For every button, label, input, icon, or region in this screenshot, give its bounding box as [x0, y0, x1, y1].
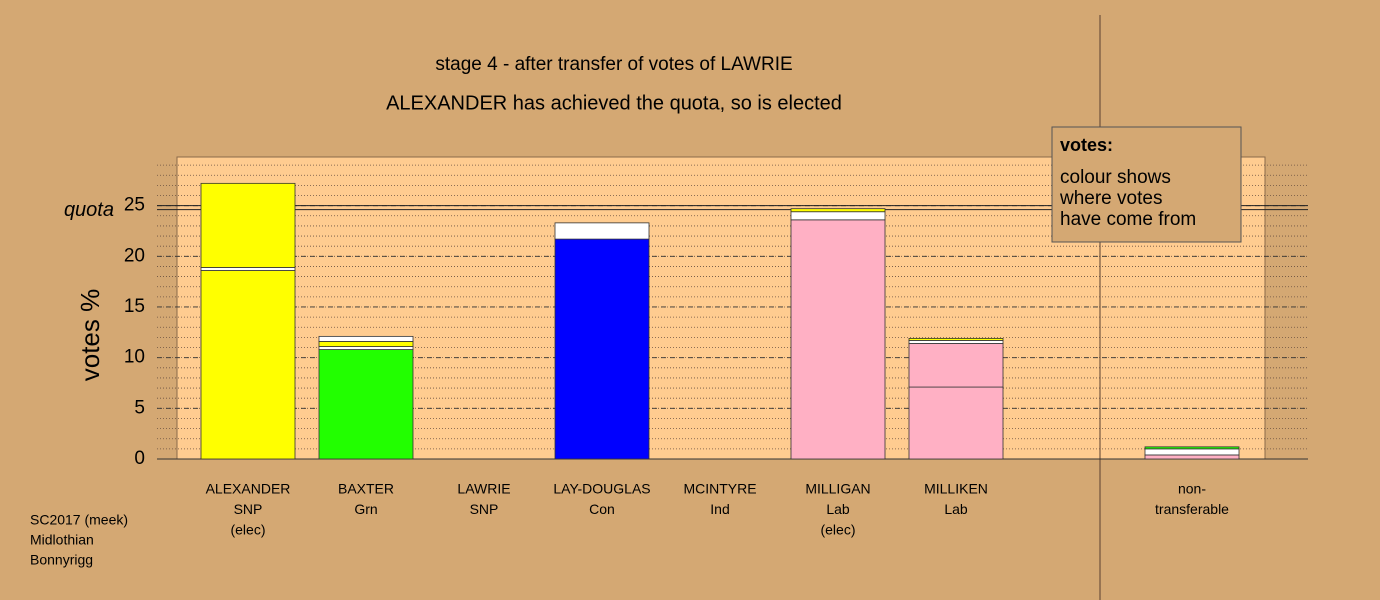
x-tick-label: (elec)	[820, 522, 855, 538]
y-tick-label: 20	[124, 245, 145, 266]
bar-segment	[318, 341, 414, 347]
y-tick-label: 15	[124, 296, 145, 317]
x-tick-label: LAY-DOUGLAS	[553, 481, 650, 497]
bar-segment	[200, 267, 296, 271]
bar-segment	[908, 340, 1004, 344]
x-tick-label: BAXTER	[338, 481, 394, 497]
bar-segment	[318, 349, 414, 460]
bar-segment	[1144, 446, 1240, 450]
bar-segment	[908, 343, 1004, 388]
bar-segment	[908, 386, 1004, 460]
legend-box	[1051, 126, 1242, 243]
x-tick-label: LAWRIE	[457, 481, 510, 497]
legend-title: votes:	[1060, 135, 1113, 155]
chart-subtitle: ALEXANDER has achieved the quota, so is …	[386, 92, 842, 114]
x-tick-label: MCINTYRE	[683, 481, 756, 497]
x-tick-label: MILLIGAN	[805, 481, 870, 497]
bar-segment	[1144, 448, 1240, 456]
quota-label: quota	[64, 199, 114, 221]
bar-segment	[790, 211, 886, 221]
bar-segment	[908, 338, 1004, 341]
x-tick-label: transferable	[1155, 501, 1229, 517]
legend-text: where votes	[1059, 188, 1162, 209]
legend-text: colour shows	[1060, 167, 1171, 188]
x-tick-label: non-	[1178, 481, 1206, 497]
bar-segment	[318, 346, 414, 350]
x-tick-label: (elec)	[230, 522, 265, 538]
bar-segment	[554, 238, 650, 460]
bar-segment	[790, 219, 886, 460]
bar-segment	[790, 208, 886, 213]
footnote: SC2017 (meek)	[30, 512, 128, 528]
x-tick-label: Ind	[710, 501, 729, 517]
bar-segment	[318, 335, 414, 342]
bar-segment	[1144, 454, 1240, 460]
x-tick-label: ALEXANDER	[206, 481, 291, 497]
x-tick-label: Grn	[354, 501, 377, 517]
x-tick-label: Lab	[826, 501, 850, 517]
y-tick-label: 10	[124, 347, 145, 368]
bar-segment	[200, 270, 296, 460]
footnote: Midlothian	[30, 532, 94, 548]
y-axis-label: votes %	[75, 289, 105, 382]
y-tick-label: 5	[134, 397, 145, 418]
x-tick-label: Lab	[944, 501, 968, 517]
y-tick-label: 25	[124, 195, 145, 216]
footnote: Bonnyrigg	[30, 552, 93, 568]
legend-text: have come from	[1060, 209, 1196, 230]
chart-title: stage 4 - after transfer of votes of LAW…	[435, 54, 792, 75]
x-tick-label: Con	[589, 501, 615, 517]
x-tick-label: SNP	[234, 501, 263, 517]
x-tick-label: SNP	[470, 501, 499, 517]
bar-segment	[554, 222, 650, 240]
y-tick-label: 0	[134, 448, 145, 469]
bar-segment	[200, 182, 296, 268]
x-tick-label: MILLIKEN	[924, 481, 988, 497]
